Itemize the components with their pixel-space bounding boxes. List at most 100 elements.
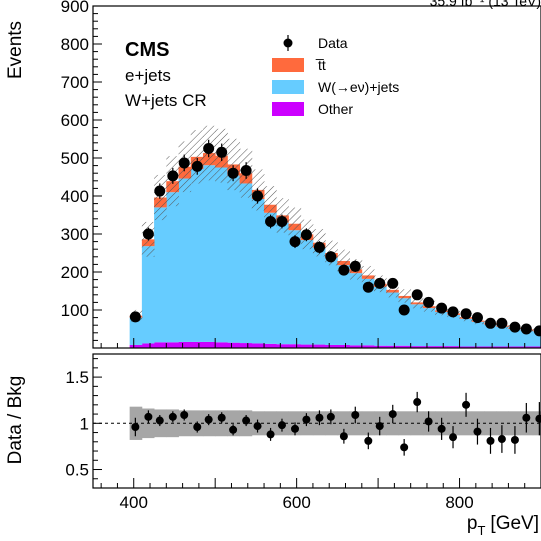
bar-w-e-jets-30 [496,326,509,347]
y-tick-label-400: 400 [61,187,89,206]
ratio-point-26 [449,433,458,442]
ratio-point-31 [510,435,519,444]
bar-w-e-jets-4 [178,178,192,342]
data-point-4 [178,157,190,169]
ratio-point-24 [424,417,433,426]
bar-w-e-jets-3 [166,192,179,343]
legend-label-ttbar: t̅t [315,57,326,73]
bar-other-15 [312,344,326,348]
data-point-15 [313,241,325,253]
unc-hatch-10 [251,169,265,211]
legend-swatch-wjets [272,80,304,94]
bar-other-22 [398,345,412,348]
ratio-band-11 [264,411,277,436]
bar-other-7 [215,342,228,348]
ratio-point-10 [253,422,262,431]
data-point-3 [167,170,179,182]
ratio-band-19 [361,411,375,436]
main-frame [92,5,541,349]
y-axis-title-main: Events [5,21,26,79]
bar-w-e-jets-7 [215,167,228,343]
channel-label: e+jets [125,66,171,85]
bar-other-30 [496,346,509,348]
unc-hatch-11 [264,186,277,224]
data-point-17 [338,264,350,276]
ratio-point-21 [388,410,397,419]
ratio-point-17 [339,432,348,441]
main-panel: 100 200 300 400 500 600 700 800 900 Events CMS e… [5,0,541,349]
ratio-y-axis: 0.5 1 1.5 [65,358,102,480]
ratio-point-1 [144,412,153,421]
bar-other-4 [178,341,192,348]
data-point-27 [460,308,472,320]
ratio-point-16 [326,412,335,421]
ratio-panel: 0.5 1 1.5 400 600 800 Data / Bkg pT [GeV] [5,353,541,538]
data-point-31 [509,321,521,333]
unc-hatch-8 [227,138,241,191]
ratio-point-19 [364,436,373,445]
bar-w-e-jets-25 [435,311,448,347]
bar-other-5 [190,341,204,348]
bar-other-6 [202,341,216,348]
bar-w-e-jets-8 [227,175,241,343]
bar-w-e-jets-14 [300,240,314,345]
data-point-32 [520,323,532,335]
data-point-1 [142,228,154,240]
unc-hatch-13 [288,207,302,240]
x-axis-title-sub: T [477,523,485,538]
data-point-33 [533,325,541,337]
data-point-30 [496,317,508,329]
y-tick-label-900: 900 [61,0,89,16]
unc-hatch-5 [190,130,204,184]
ratio-points [131,391,541,456]
bar-other-28 [471,346,485,348]
y-tick-label-700: 700 [61,73,89,92]
data-point-21 [387,277,399,289]
ratio-point-12 [277,421,286,430]
bar-w-e-jets-23 [410,304,424,347]
ratio-point-11 [266,430,275,439]
bar-other-29 [483,346,497,348]
bar-other-31 [508,346,522,348]
bar-other-14 [300,344,314,348]
unc-hatch-12 [276,198,289,233]
bar-w-e-jets-0 [129,317,143,345]
data-point-9 [240,165,252,177]
data-point-20 [374,277,386,289]
ratio-point-14 [302,415,311,424]
ratio-point-15 [315,413,324,422]
bar-w-e-jets-13 [288,230,302,345]
data-point-22 [398,304,410,316]
legend-swatch-ttbar [272,58,304,72]
y-tick-label-600: 600 [61,111,89,130]
ratio-point-8 [229,425,238,434]
ratio-y-tick-label-1: 1 [80,414,89,433]
bar-w-e-jets-2 [154,207,167,343]
bar-other-1 [141,343,155,348]
bar-w-e-jets-33 [532,331,541,347]
bar-other-16 [325,344,338,348]
y-tick-label-300: 300 [61,225,89,244]
bar-other-19 [361,345,375,348]
ratio-point-2 [155,416,164,425]
bar-w-e-jets-10 [251,199,265,344]
data-point-8 [227,167,239,179]
bar-w-e-jets-29 [483,324,497,347]
bar-w-e-jets-17 [337,265,350,345]
ratio-y-tick-label-0: 0.5 [65,461,89,480]
data-points [129,139,541,337]
ratio-point-4 [180,410,189,419]
bar-other-32 [520,346,534,348]
data-point-24 [423,296,435,308]
bar-other-8 [227,342,241,348]
bar-w-e-jets-28 [471,321,485,347]
bar-w-e-jets-26 [447,314,460,347]
data-point-28 [471,312,483,324]
ratio-frame [92,353,541,489]
x-axis-title-unit: [GeV] [490,513,539,534]
bar-w-e-jets-24 [422,308,436,347]
x-tick-label-800: 800 [445,493,473,512]
ratio-y-tick-label-2: 1.5 [65,368,89,387]
y-tick-label-100: 100 [61,301,89,320]
data-point-14 [300,229,312,241]
